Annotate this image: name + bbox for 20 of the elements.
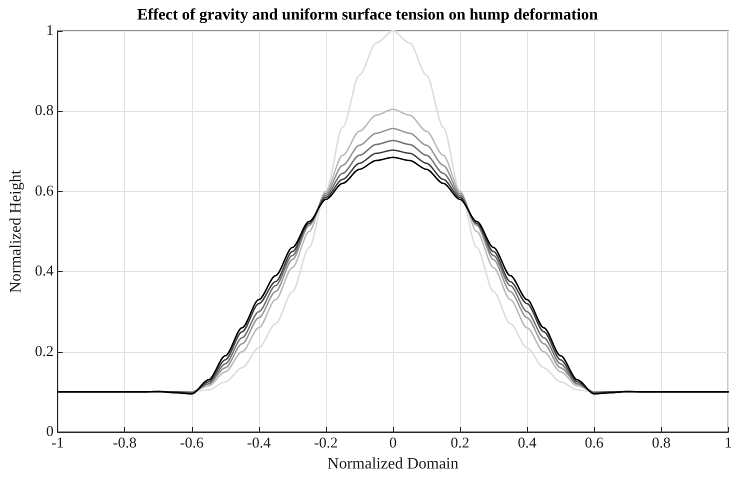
y-tick-label: 0.2 <box>34 344 54 360</box>
x-tick-label: 0.6 <box>584 436 604 452</box>
x-tick-label: -0.8 <box>112 436 137 452</box>
x-tick-label: 0 <box>389 436 397 452</box>
y-tick-label: 1 <box>46 23 54 39</box>
x-tick-label: -0.2 <box>314 436 338 452</box>
x-tick-label: 0.8 <box>652 436 671 452</box>
x-tick-label: -0.6 <box>180 436 204 452</box>
y-tick-label: 0 <box>46 424 54 440</box>
y-tick-label: 0.4 <box>34 264 54 280</box>
y-tick-label: 0.6 <box>34 183 54 200</box>
x-tick-label: 0.2 <box>450 436 470 452</box>
x-tick-label: 0.4 <box>518 436 537 452</box>
y-tick-label: 0.8 <box>34 103 54 120</box>
x-tick-label: 1 <box>724 436 732 452</box>
y-axis-title: Normalized Height <box>8 169 24 294</box>
chart-title: Effect of gravity and uniform surface tension on hump deformation <box>137 6 598 24</box>
x-tick-label: -0.4 <box>246 436 272 452</box>
x-axis-title: Normalized Domain <box>327 455 458 472</box>
x-tick-label: -1 <box>51 436 64 452</box>
